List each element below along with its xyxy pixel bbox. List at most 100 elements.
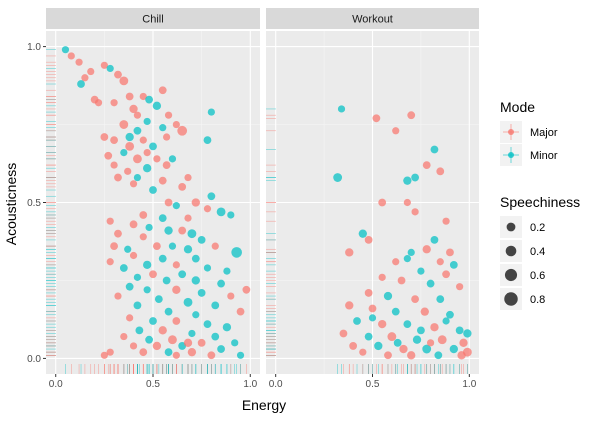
data-point — [125, 132, 134, 142]
data-point — [114, 70, 122, 79]
data-point — [168, 335, 177, 345]
data-point — [446, 310, 454, 319]
data-point — [114, 292, 122, 300]
data-point — [129, 104, 138, 114]
data-point — [135, 326, 144, 335]
data-point — [442, 317, 450, 325]
data-point — [164, 307, 173, 316]
data-point — [129, 342, 138, 350]
data-point — [110, 136, 118, 145]
data-point — [187, 229, 197, 239]
data-point — [412, 335, 422, 344]
data-point — [192, 311, 200, 319]
data-point — [149, 142, 157, 151]
data-point — [459, 338, 468, 347]
data-point — [133, 154, 142, 164]
facet-strip: Workout — [266, 8, 479, 29]
data-point — [457, 351, 466, 360]
rug-marks — [46, 49, 247, 374]
data-point — [143, 117, 151, 126]
axes: 0.0 0.5 1.0 0.0 0.5 1.0 0.0 0.5 1.0 — [27, 42, 477, 390]
data-point — [104, 151, 113, 160]
data-point — [124, 245, 132, 253]
data-point — [387, 332, 397, 341]
data-point — [231, 339, 239, 347]
facet-label: Workout — [352, 14, 393, 26]
data-point — [207, 351, 216, 360]
data-point — [449, 260, 458, 269]
data-point — [223, 267, 231, 275]
data-point — [106, 348, 114, 356]
data-point — [120, 332, 128, 341]
data-point — [227, 292, 235, 300]
facet-panel-chill — [46, 31, 260, 374]
legend-label: Major — [530, 127, 558, 139]
data-point — [119, 264, 128, 272]
data-point — [81, 74, 89, 82]
data-point — [191, 254, 200, 263]
data-point — [222, 323, 232, 332]
data-point — [422, 245, 431, 254]
data-point — [364, 236, 373, 244]
data-point — [133, 173, 142, 182]
data-point — [203, 320, 212, 329]
y-tick-label: 1.0 — [27, 42, 41, 53]
data-point — [77, 80, 85, 88]
data-point — [337, 105, 346, 113]
x-tick-label: 1.0 — [462, 379, 476, 390]
data-point — [149, 317, 157, 325]
data-point — [236, 307, 245, 316]
data-point — [125, 141, 135, 151]
data-point — [145, 223, 153, 232]
data-point — [153, 155, 161, 163]
data-point — [211, 332, 220, 341]
data-point — [407, 351, 416, 360]
data-point — [177, 125, 188, 136]
data-point — [158, 176, 167, 185]
data-point — [129, 251, 138, 260]
x-axis-label: Energy — [242, 397, 286, 413]
legend-size-key — [505, 245, 517, 257]
data-point — [197, 236, 206, 244]
data-point — [353, 317, 361, 325]
data-point — [417, 267, 425, 275]
data-point — [407, 248, 415, 256]
data-point — [172, 120, 180, 129]
data-point — [411, 173, 419, 182]
data-point — [403, 320, 412, 329]
data-point — [145, 95, 154, 104]
legend-label: 0.4 — [530, 246, 545, 258]
data-point — [143, 149, 151, 157]
data-point — [456, 283, 464, 291]
data-point — [159, 124, 167, 132]
y-tick-label: 0.0 — [27, 354, 41, 365]
legend-size-title: Speechiness — [500, 194, 580, 210]
data-point — [397, 276, 406, 285]
data-point — [364, 332, 373, 341]
data-point — [437, 335, 447, 345]
data-point — [75, 58, 83, 66]
data-point — [434, 351, 443, 360]
points — [333, 105, 472, 360]
data-point — [188, 329, 196, 338]
data-point — [184, 214, 192, 222]
data-point — [100, 61, 108, 69]
data-point — [242, 285, 251, 294]
legend-item-minor: Minor — [500, 144, 558, 166]
data-point — [61, 46, 70, 54]
data-point — [364, 289, 373, 297]
x-tick-label: 1.0 — [243, 379, 257, 390]
data-point — [168, 155, 177, 163]
x-tick-label: 0.5 — [366, 379, 380, 390]
data-point — [162, 161, 171, 169]
data-point — [183, 338, 193, 347]
data-point — [393, 338, 402, 347]
data-point — [399, 344, 408, 354]
data-point — [143, 286, 151, 294]
data-point — [231, 247, 242, 258]
legend-item-major: Major — [500, 121, 558, 143]
legend-point-key — [508, 152, 514, 158]
data-point — [133, 126, 142, 135]
data-point — [436, 258, 444, 266]
